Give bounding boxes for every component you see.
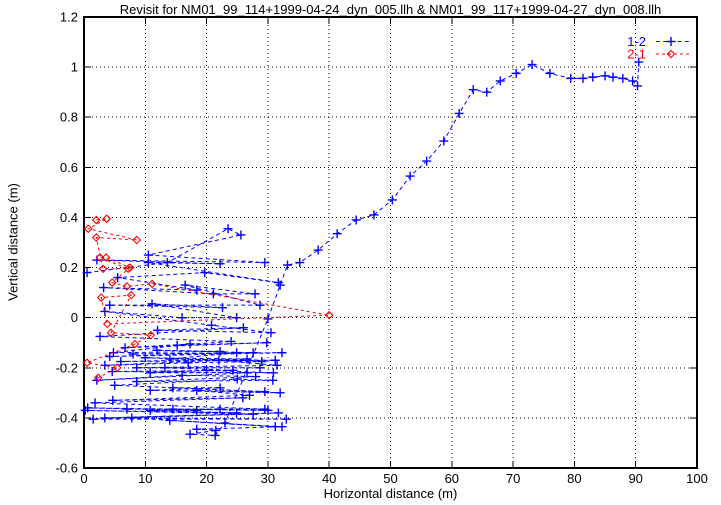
legend-sample-marker-2-1 [666,49,676,59]
plot-border [83,16,698,469]
x-tick-label: 100 [686,471,708,486]
chart-title: Revisit for NM01_99_114+1999-04-24_dyn_0… [119,2,662,17]
y-axis-label: Vertical distance (m) [5,183,21,301]
legend-label-2-1: 2-1 [627,47,646,62]
x-tick-label: 10 [138,471,152,486]
y-tick-label: -0.4 [56,410,78,425]
x-tick-label: 40 [322,471,336,486]
series-1-2-markers [80,57,644,440]
y-tick-label: -0.2 [56,360,78,375]
y-tick-label: 1.2 [60,10,78,25]
x-axis-label: Horizontal distance (m) [323,486,458,501]
x-tick-label: 80 [567,471,581,486]
series-1-2-line [85,62,640,436]
x-tick-label: 0 [80,471,87,486]
y-tick-label: 0.4 [60,210,78,225]
x-tick-label: 50 [383,471,397,486]
y-tick-label: 1 [71,60,78,75]
x-tick-label: 30 [261,471,275,486]
y-tick-label: 0.2 [60,260,78,275]
y-tick-label: 0 [71,310,78,325]
x-tick-label: 60 [445,471,459,486]
series-2-1-markers [82,214,334,383]
series-2-1-line [85,218,330,379]
legend-label-1-2: 1-2 [627,34,646,49]
y-tick-label: 0.8 [60,110,78,125]
y-tick-label: -0.6 [56,461,78,476]
y-tick-label: 0.6 [60,160,78,175]
x-tick-label: 20 [199,471,213,486]
x-tick-label: 70 [506,471,520,486]
x-tick-label: 90 [628,471,642,486]
legend-sample-marker-1-2 [666,37,676,46]
